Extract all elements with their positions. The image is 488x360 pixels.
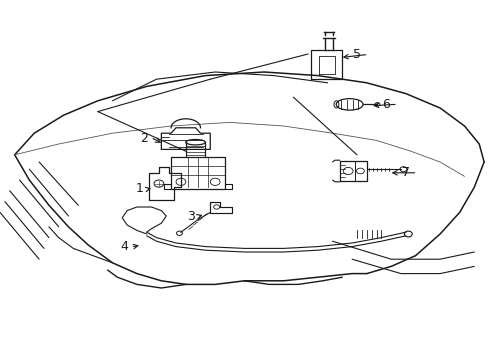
- Text: 6: 6: [382, 98, 389, 111]
- Text: 3: 3: [186, 210, 194, 222]
- Text: 1: 1: [135, 183, 143, 195]
- Text: 2: 2: [140, 132, 148, 145]
- Text: 7: 7: [401, 166, 409, 179]
- Text: 4: 4: [121, 240, 128, 253]
- Text: 5: 5: [352, 48, 360, 61]
